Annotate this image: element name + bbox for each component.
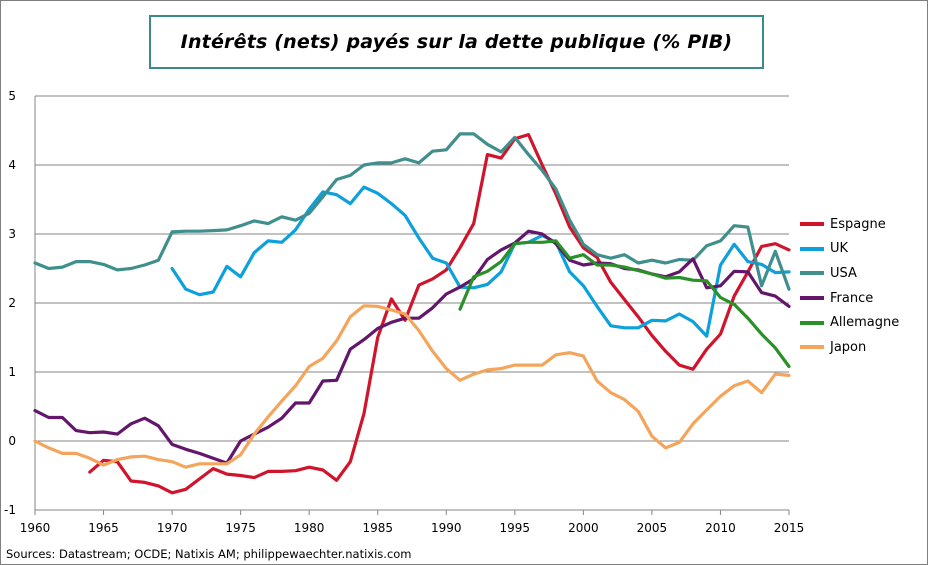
- legend-swatch: [800, 345, 824, 350]
- chart-title: Intérêts (nets) payés sur la dette publi…: [180, 31, 733, 53]
- legend-item-france: France: [800, 286, 899, 311]
- x-tick-label: 1975: [225, 521, 256, 535]
- y-tick-label: 0: [8, 434, 16, 448]
- x-tick-label: 2000: [568, 521, 599, 535]
- y-tick-label: 5: [8, 89, 16, 103]
- series-line-usa: [33, 132, 791, 291]
- x-tick-label: 1990: [431, 521, 462, 535]
- legend-swatch: [800, 320, 824, 325]
- legend-item-uk: UK: [800, 237, 899, 262]
- legend-item-espagne: Espagne: [800, 212, 899, 237]
- chart-title-box: Intérêts (nets) payés sur la dette publi…: [149, 15, 764, 69]
- series-line-france: [33, 229, 791, 465]
- gridlines: [35, 95, 789, 442]
- legend: Espagne UK USA France Allemagne Japon: [800, 212, 899, 360]
- source-note: Sources: Datastream; OCDE; Natixis AM; p…: [6, 547, 412, 561]
- x-tick-label: 2015: [774, 521, 805, 535]
- legend-item-usa: USA: [800, 261, 899, 286]
- legend-item-allemagne: Allemagne: [800, 310, 899, 335]
- legend-swatch: [800, 246, 824, 251]
- y-tick-label: 4: [8, 158, 16, 172]
- tick-labels: -1 0 1 2 3 4 5 1960 1965 1970 1975 1980 1985 1990 1995…: [4, 89, 804, 535]
- legend-label: Japon: [830, 339, 867, 355]
- legend-label: France: [830, 290, 874, 306]
- x-tick-label: 1985: [362, 521, 393, 535]
- series-line-allemagne: [458, 239, 791, 369]
- y-tick-label: -1: [4, 503, 16, 517]
- x-tick-label: 2010: [705, 521, 736, 535]
- x-tick-label: 2005: [637, 521, 668, 535]
- legend-item-japon: Japon: [800, 335, 899, 360]
- legend-label: USA: [830, 265, 857, 281]
- x-tick-label: 1970: [157, 521, 188, 535]
- series-line-japon: [33, 304, 791, 469]
- legend-swatch: [800, 222, 824, 227]
- series-line-uk: [170, 185, 791, 338]
- x-tick-label: 1960: [20, 521, 51, 535]
- series-line-espagne: [88, 133, 791, 495]
- legend-label: UK: [830, 241, 849, 257]
- x-tick-label: 1995: [500, 521, 531, 535]
- series-lines: [33, 132, 791, 495]
- legend-swatch: [800, 271, 824, 276]
- legend-label: Espagne: [830, 216, 886, 232]
- legend-label: Allemagne: [830, 315, 900, 331]
- x-tick-label: 1965: [88, 521, 119, 535]
- y-tick-label: 2: [8, 296, 16, 310]
- legend-swatch: [800, 296, 824, 301]
- y-tick-label: 3: [8, 227, 16, 241]
- y-tick-label: 1: [8, 365, 16, 379]
- x-tick-label: 1980: [294, 521, 325, 535]
